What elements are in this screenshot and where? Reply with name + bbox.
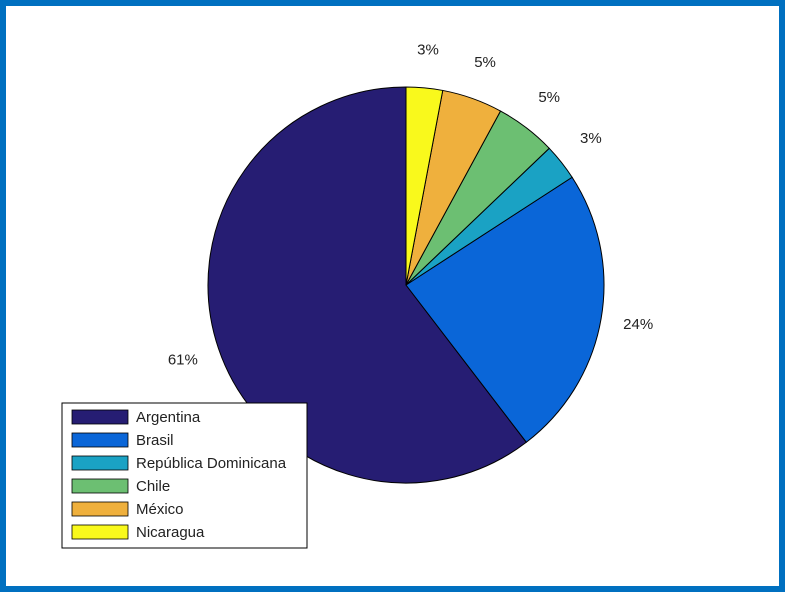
slice-label: 5% — [538, 89, 560, 106]
pie-slice — [405, 86, 444, 286]
legend-swatch — [71, 432, 129, 448]
legend-swatch — [71, 524, 129, 540]
legend-label: Nicaragua — [136, 524, 205, 541]
legend-swatch — [71, 501, 129, 517]
legend-swatch — [71, 478, 129, 494]
legend-label: República Dominicana — [136, 455, 287, 472]
legend-label: México — [136, 501, 184, 518]
pie-slice — [405, 176, 605, 443]
legend-box — [61, 402, 308, 549]
legend-label: Argentina — [136, 409, 201, 426]
slice-label: 3% — [417, 41, 439, 58]
legend-label: Brasil — [136, 432, 174, 449]
chart: 61% 24% 3% 5% 5% 3% Argentina Brasil República D… — [61, 41, 653, 549]
slice-label: 3% — [580, 130, 602, 147]
pie-slice — [207, 86, 528, 484]
legend-label: Chile — [136, 478, 170, 495]
slice-label: 5% — [474, 54, 496, 71]
legend-swatch — [71, 409, 129, 425]
slice-label: 24% — [623, 316, 653, 333]
slice-label: 61% — [168, 352, 198, 369]
legend-swatch — [71, 455, 129, 471]
